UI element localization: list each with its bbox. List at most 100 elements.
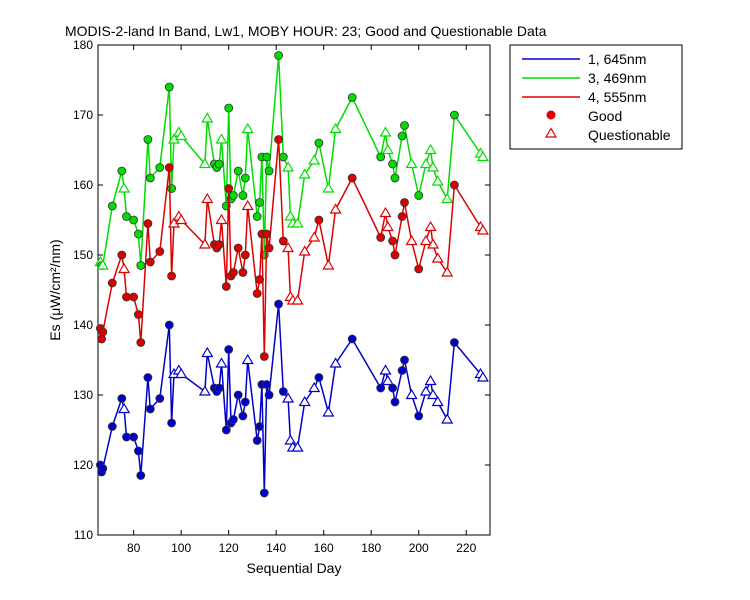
- legend-box: [509, 44, 683, 150]
- point-questionable: [405, 234, 418, 246]
- y-axis-label: Es (μW/cm²/nm): [47, 239, 63, 340]
- point-questionable: [424, 374, 437, 386]
- point-good: [314, 373, 324, 382]
- point-good: [264, 390, 274, 400]
- point-questionable: [379, 206, 392, 218]
- x-tick-label: 80: [127, 541, 141, 555]
- y-tick-label: 140: [73, 318, 93, 332]
- point-good: [262, 152, 272, 162]
- point-good: [259, 488, 269, 498]
- point-good: [240, 250, 250, 260]
- point-questionable: [381, 374, 394, 386]
- point-questionable: [308, 381, 321, 393]
- series-1: [94, 51, 489, 270]
- y-tick-label: 150: [73, 248, 93, 262]
- x-tick-label: 100: [171, 541, 191, 555]
- point-good: [98, 464, 108, 473]
- point-good: [240, 173, 250, 183]
- point-questionable: [426, 388, 440, 400]
- point-questionable: [282, 392, 295, 403]
- legend-label-series-0: 1, 645nm: [588, 51, 646, 67]
- legend-label-good: Good: [588, 108, 622, 124]
- point-good: [397, 131, 407, 141]
- point-good: [397, 366, 407, 375]
- point-good: [347, 173, 357, 183]
- point-questionable: [198, 385, 211, 396]
- point-questionable: [215, 133, 228, 144]
- point-good: [143, 219, 153, 228]
- point-good: [240, 397, 250, 407]
- point-good: [264, 166, 274, 176]
- point-good: [400, 355, 409, 365]
- point-good: [214, 240, 224, 249]
- point-questionable: [379, 126, 392, 137]
- y-tick-label: 160: [73, 178, 93, 192]
- point-questionable: [476, 224, 489, 235]
- legend-marker-questionable: [544, 127, 558, 138]
- point-good: [224, 103, 234, 113]
- point-questionable: [476, 150, 489, 162]
- y-tick-label: 180: [73, 38, 93, 52]
- point-good: [167, 418, 177, 428]
- point-good: [143, 373, 153, 382]
- point-good: [233, 166, 243, 176]
- point-good: [145, 173, 155, 183]
- point-good: [145, 257, 155, 267]
- point-questionable: [175, 213, 188, 225]
- point-questionable: [431, 175, 444, 186]
- point-good: [278, 152, 288, 162]
- point-questionable: [215, 213, 228, 225]
- point-good: [155, 163, 165, 172]
- point-questionable: [322, 259, 335, 270]
- point-questionable: [431, 252, 444, 263]
- point-good: [224, 184, 234, 193]
- x-tick-label: 120: [219, 541, 239, 555]
- point-good: [155, 394, 165, 403]
- point-good: [397, 212, 407, 221]
- point-questionable: [298, 245, 311, 256]
- point-good: [255, 275, 265, 284]
- point-questionable: [329, 122, 342, 134]
- y-axis: 110 120 130 140 150 160 170 180: [73, 38, 490, 542]
- point-questionable: [419, 234, 432, 246]
- point-good: [274, 299, 284, 309]
- point-good: [122, 212, 131, 221]
- point-good: [117, 394, 127, 403]
- point-good: [314, 138, 324, 148]
- point-questionable: [241, 353, 254, 365]
- point-questionable: [201, 112, 214, 123]
- point-good: [376, 383, 386, 393]
- point-questionable: [198, 157, 211, 169]
- point-good: [400, 198, 409, 207]
- x-tick-label: 200: [409, 541, 429, 555]
- point-good: [129, 292, 139, 302]
- y-tick-label: 130: [73, 388, 93, 402]
- point-good: [449, 180, 459, 190]
- point-questionable: [175, 367, 188, 379]
- point-questionable: [298, 395, 311, 407]
- point-good: [107, 422, 117, 431]
- point-good: [136, 261, 146, 270]
- legend-label-series-1: 3, 469nm: [588, 70, 646, 86]
- point-questionable: [419, 385, 432, 396]
- point-good: [136, 471, 146, 480]
- point-good: [145, 404, 155, 414]
- point-good: [449, 338, 459, 347]
- point-good: [129, 432, 139, 442]
- y-tick-label: 110: [74, 528, 93, 542]
- point-questionable: [476, 371, 489, 382]
- point-good: [233, 390, 243, 400]
- point-questionable: [215, 357, 228, 368]
- point-good: [347, 93, 357, 102]
- point-good: [388, 159, 398, 169]
- x-tick-label: 180: [361, 541, 381, 555]
- point-questionable: [329, 357, 342, 368]
- point-good: [221, 282, 231, 291]
- point-questionable: [441, 192, 454, 204]
- point-good: [136, 338, 146, 347]
- point-questionable: [291, 217, 304, 228]
- point-questionable: [322, 182, 335, 193]
- point-good: [414, 264, 424, 274]
- point-good: [221, 425, 231, 435]
